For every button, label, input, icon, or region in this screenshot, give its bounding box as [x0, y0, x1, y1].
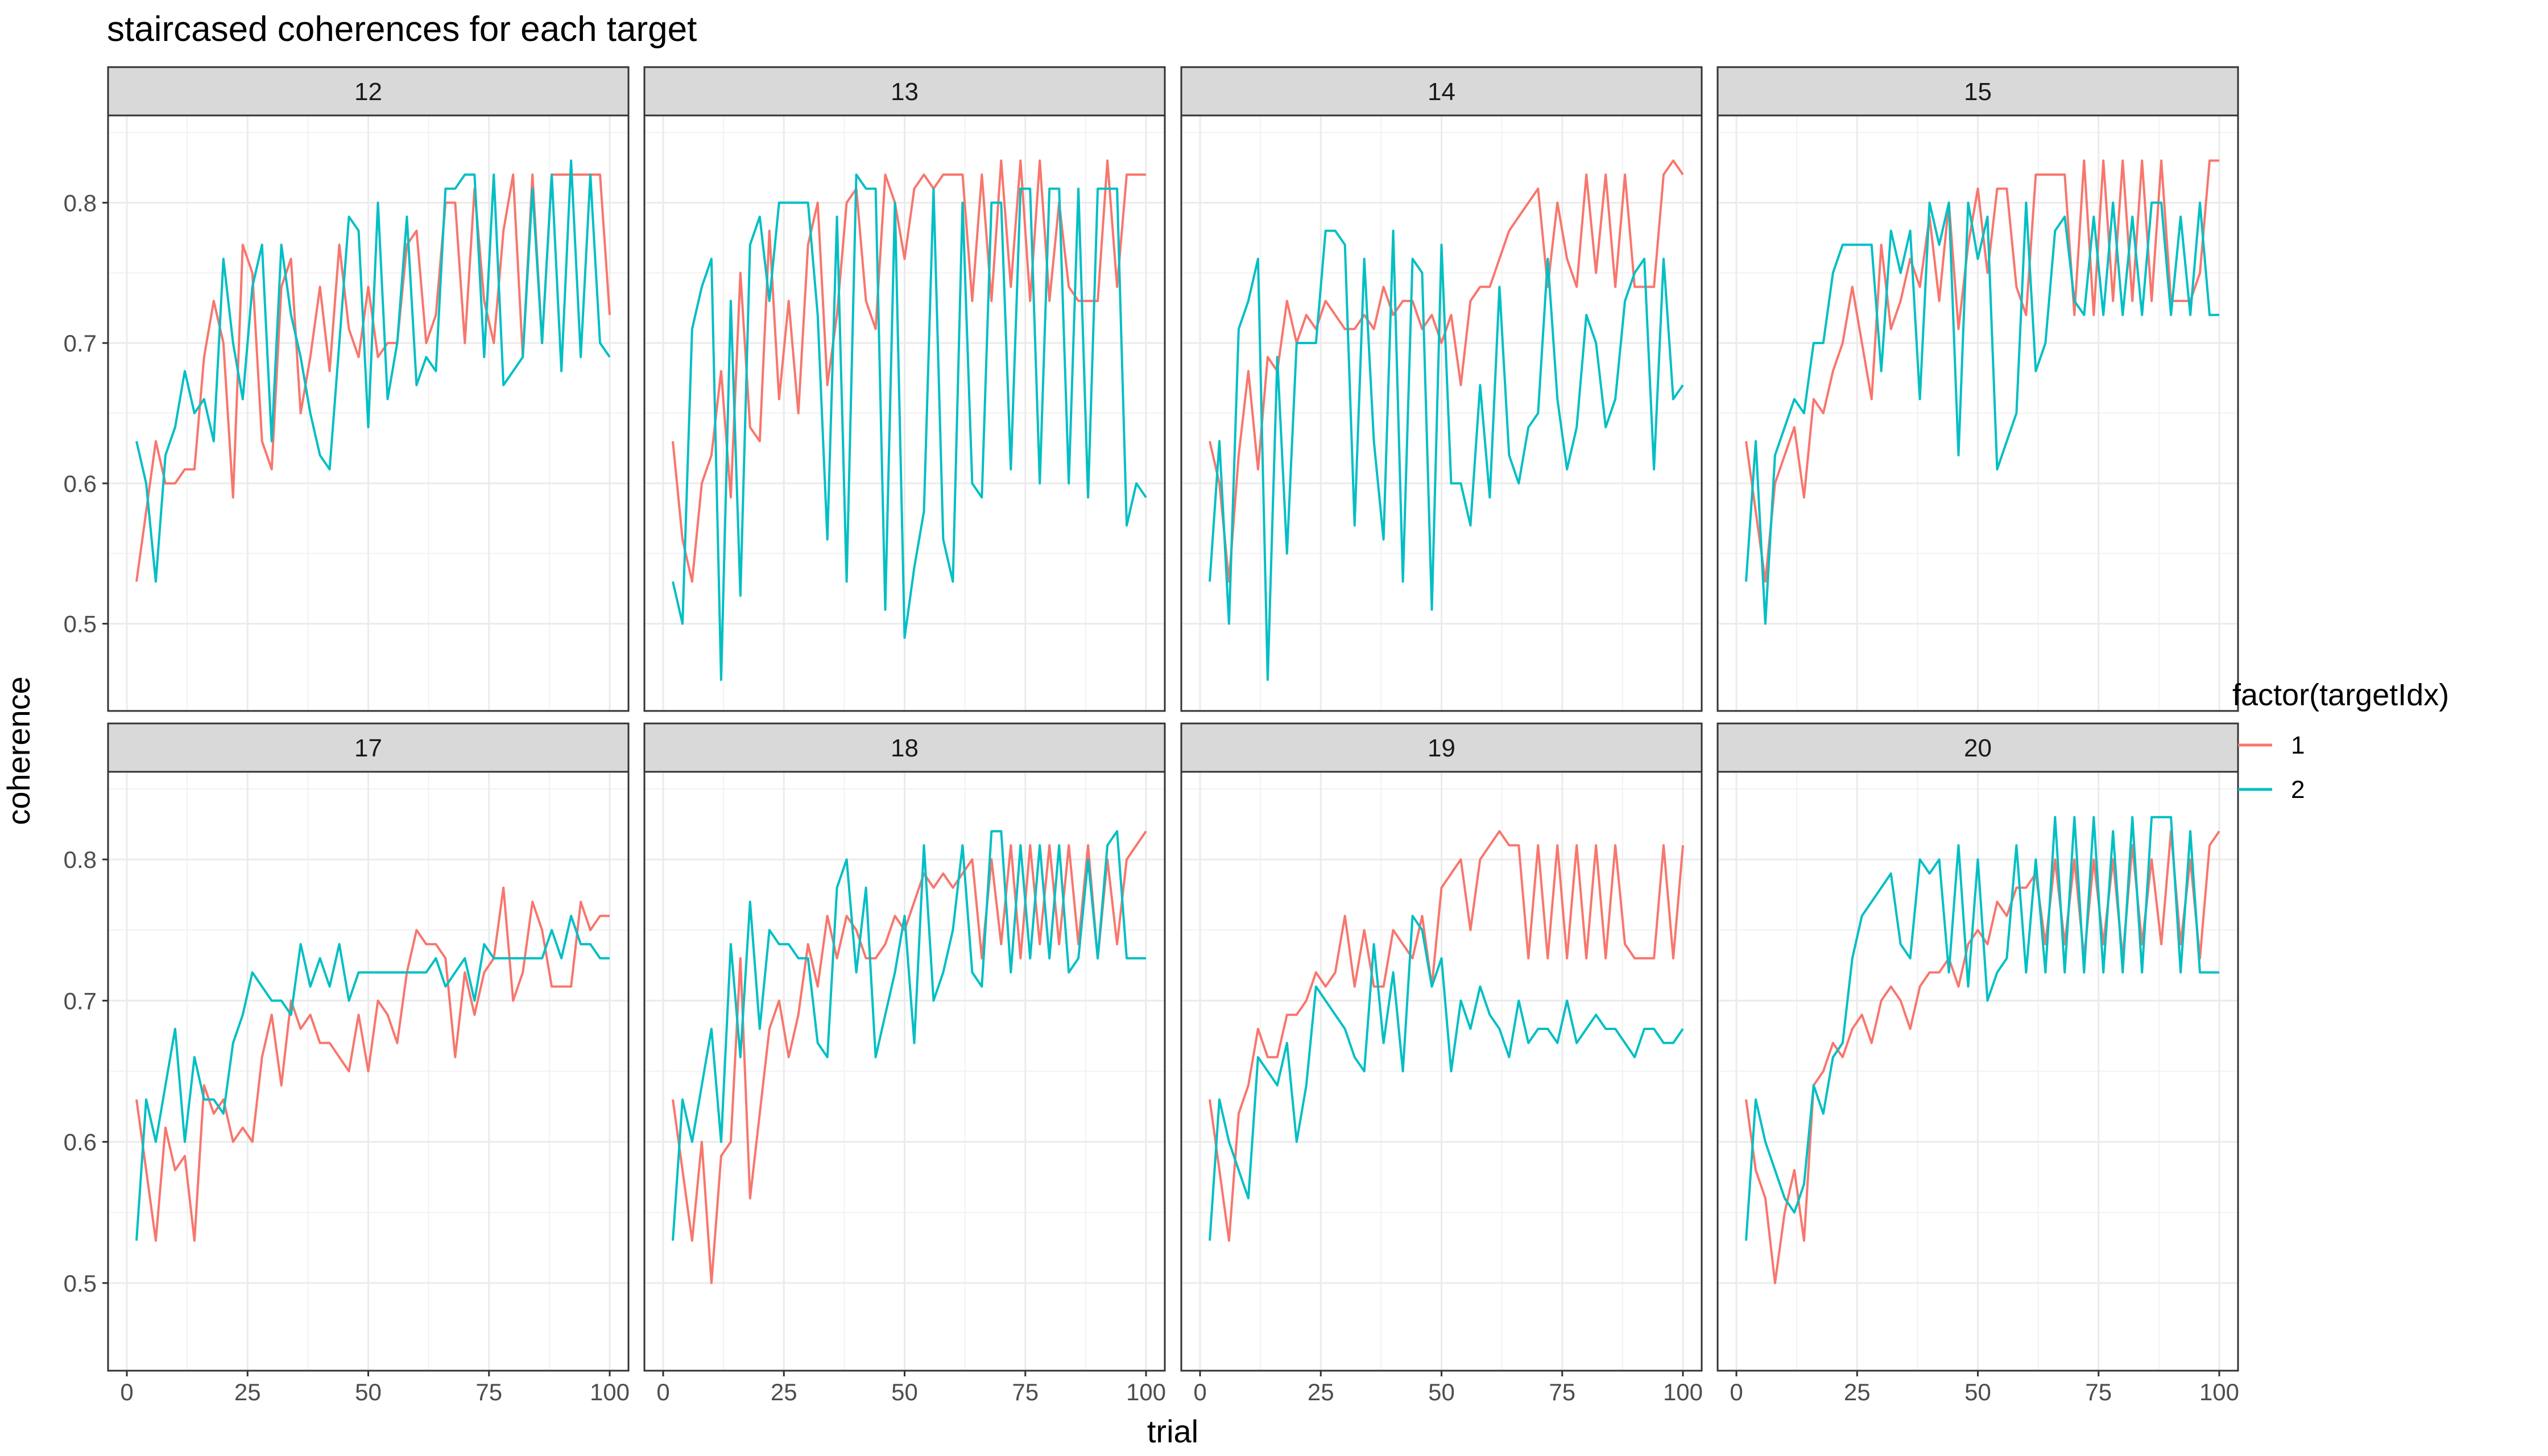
- facet-panel: 19 0 25 50 75 100: [1180, 722, 1703, 1405]
- x-tick-label: 0: [1730, 1379, 1743, 1405]
- series-line-2: [1745, 816, 2219, 1241]
- x-tick-label: 75: [475, 1379, 502, 1405]
- facet-panel: 17 0.5 0.6 0.7 0.8 0 25 50 75 100: [64, 722, 630, 1405]
- facet-strip: [643, 66, 1166, 117]
- series-line-1: [1745, 159, 2219, 583]
- facet-panel: 18 0 25 50 75 100: [643, 722, 1166, 1405]
- legend-label-2: 2: [2291, 776, 2305, 804]
- facet-strip-label: 15: [1964, 78, 1992, 106]
- facet-strip-label: 20: [1964, 734, 1992, 762]
- facet-strip: [1180, 66, 1703, 117]
- x-tick-label: 100: [590, 1379, 630, 1405]
- facet-strip: [1716, 722, 2239, 773]
- panel-border: [107, 114, 630, 712]
- series-line-2: [672, 830, 1146, 1241]
- facet-strip: [107, 66, 630, 117]
- facet-strip-label: 18: [891, 734, 919, 762]
- facet-strip: [107, 722, 630, 773]
- facet-strip: [643, 722, 1166, 773]
- x-tick-label: 50: [1428, 1379, 1455, 1405]
- facet-strip-label: 12: [354, 78, 382, 106]
- x-tick-label: 100: [1663, 1379, 1703, 1405]
- x-tick-label: 75: [1549, 1379, 1575, 1405]
- facet-strip-label: 13: [891, 78, 919, 106]
- y-tick-label: 0.6: [64, 470, 97, 497]
- facet-grid: 12 0.5 0.6 0.7 0.8 13 14 15 17 0.5 0.6 0.7 0.8 0 25 50 7…: [64, 66, 2239, 1405]
- series-line-1: [1209, 159, 1684, 583]
- series-line-2: [1209, 229, 1684, 681]
- facet-strip: [1180, 722, 1703, 773]
- y-tick-label: 0.6: [64, 1129, 97, 1156]
- y-tick-label: 0.8: [64, 846, 97, 873]
- facet-panel: 12 0.5 0.6 0.7 0.8: [64, 66, 630, 712]
- x-tick-label: 25: [1308, 1379, 1334, 1405]
- facet-panel: 20 0 25 50 75 100: [1716, 722, 2239, 1405]
- x-axis-label: trial: [1147, 1413, 1198, 1449]
- series-line-1: [1209, 830, 1684, 1242]
- x-tick-label: 50: [891, 1379, 918, 1405]
- x-tick-label: 50: [355, 1379, 382, 1405]
- facet-panel: 13: [643, 66, 1166, 712]
- y-axis-label: coherence: [1, 676, 36, 825]
- x-tick-label: 100: [2199, 1379, 2239, 1405]
- series-line-2: [1209, 915, 1684, 1241]
- series-line-2: [135, 915, 610, 1241]
- panel-border: [1716, 114, 2239, 712]
- x-tick-label: 75: [1012, 1379, 1039, 1405]
- chart-title: staircased coherences for each target: [107, 10, 697, 49]
- panel-border: [1180, 114, 1703, 712]
- facet-strip: [1716, 66, 2239, 117]
- facet-panel: 14: [1180, 66, 1703, 712]
- panel-border: [643, 114, 1166, 712]
- y-tick-label: 0.7: [64, 987, 97, 1014]
- legend: factor(targetIdx) 1 2: [2232, 678, 2449, 804]
- facet-strip-label: 14: [1428, 78, 1455, 106]
- y-tick-label: 0.7: [64, 330, 97, 357]
- x-tick-label: 0: [120, 1379, 133, 1405]
- x-tick-label: 25: [1844, 1379, 1871, 1405]
- x-tick-label: 0: [656, 1379, 669, 1405]
- x-tick-label: 0: [1193, 1379, 1206, 1405]
- series-line-2: [1745, 201, 2219, 625]
- facet-panel: 15: [1716, 66, 2239, 712]
- y-tick-label: 0.5: [64, 1270, 97, 1297]
- series-line-1: [672, 159, 1146, 583]
- y-tick-label: 0.5: [64, 611, 97, 638]
- x-tick-label: 100: [1126, 1379, 1166, 1405]
- series-line-1: [672, 830, 1147, 1284]
- series-line-1: [135, 886, 610, 1242]
- x-tick-label: 25: [234, 1379, 261, 1405]
- x-tick-label: 75: [2085, 1379, 2112, 1405]
- facet-strip-label: 19: [1428, 734, 1455, 762]
- x-tick-label: 50: [1964, 1379, 1991, 1405]
- facet-strip-label: 17: [354, 734, 382, 762]
- legend-label-1: 1: [2291, 731, 2305, 759]
- y-tick-label: 0.8: [64, 189, 97, 216]
- series-line-2: [135, 159, 611, 583]
- legend-title: factor(targetIdx): [2232, 678, 2449, 712]
- series-line-2: [672, 173, 1147, 681]
- x-tick-label: 25: [771, 1379, 797, 1405]
